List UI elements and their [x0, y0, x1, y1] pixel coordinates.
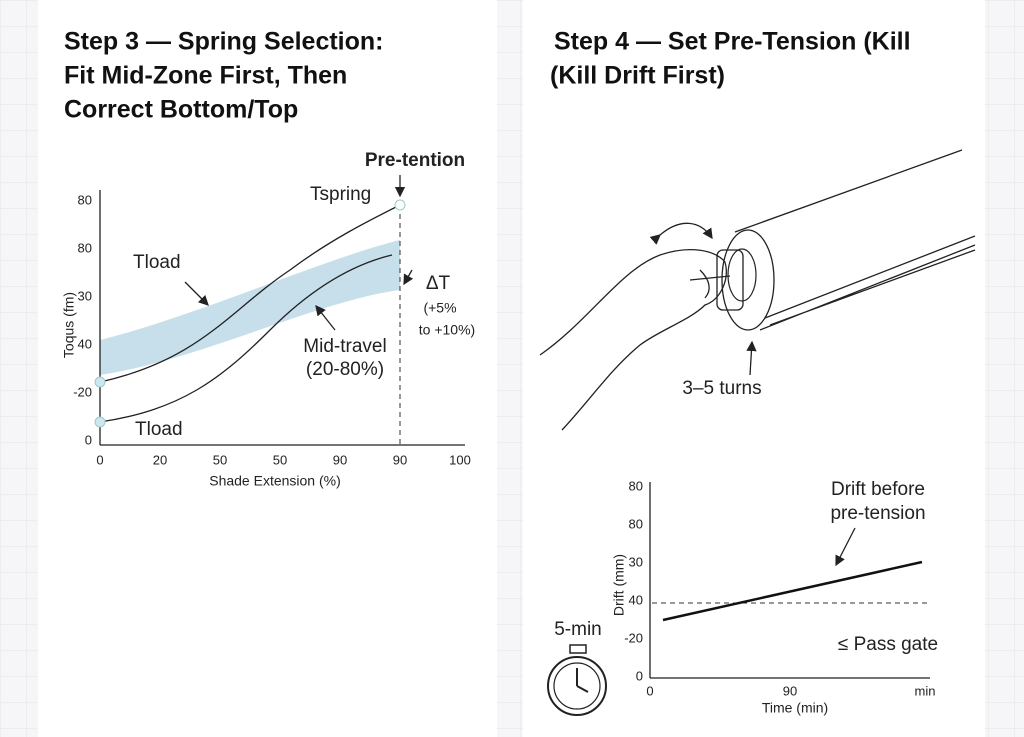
arrow	[184, 281, 209, 306]
annotation: ≤ Pass gate	[838, 634, 938, 655]
stopwatch-icon	[547, 644, 607, 716]
x-tick-label: 100	[449, 452, 471, 467]
y-tick-label: -20	[73, 384, 92, 399]
title-line: Step 3 — Spring Selection:	[64, 28, 384, 56]
y-tick-label: 30	[78, 288, 92, 303]
annotation: pre-tension	[830, 503, 925, 524]
annotation: Mid-travel	[303, 336, 386, 357]
load-band	[100, 240, 400, 375]
x-axis-label: Shade Extension (%)	[209, 473, 341, 489]
y-tick-label: 80	[78, 240, 92, 255]
annotation: (20-80%)	[306, 359, 384, 380]
y-tick-label: 0	[636, 668, 643, 683]
point	[394, 199, 406, 211]
right-panel	[523, 0, 985, 737]
x-tick-label: 90	[393, 452, 407, 467]
title-line: Step 4 — Set Pre-Tension (Kill	[554, 28, 911, 56]
point	[94, 416, 106, 428]
y-tick-label: -20	[624, 630, 643, 645]
annotation: Tspring	[310, 184, 371, 205]
arrow	[835, 527, 856, 567]
y-tick-label: 80	[78, 192, 92, 207]
x-axis-label: Time (min)	[762, 700, 828, 716]
x-tick-label: 50	[213, 452, 227, 467]
y-tick-label: 40	[629, 592, 643, 607]
x-tick-label: 50	[273, 452, 287, 467]
annotation: ΔT	[426, 273, 451, 294]
annotation: to +10%)	[419, 322, 475, 338]
title-line: Fit Mid-Zone First, Then	[64, 62, 347, 90]
annotation: Tload	[135, 419, 183, 440]
annotation: Drift before	[831, 479, 925, 500]
title-line: (Kill Drift First)	[550, 62, 725, 90]
y-tick-label: 40	[78, 336, 92, 351]
tload-curve	[99, 254, 393, 423]
arrow	[403, 269, 414, 286]
y-tick-label: 80	[629, 516, 643, 531]
x-tick-label: 0	[646, 683, 653, 698]
x-tick-label: 0	[96, 452, 103, 467]
drift-line	[662, 560, 923, 622]
point	[94, 376, 106, 388]
y-axis-label: Toqus (fm)	[61, 292, 77, 358]
annotation: Pre-tention	[365, 150, 465, 171]
y-axis-label: Drift (mm)	[611, 554, 627, 616]
x-tick-label: 90	[783, 683, 797, 698]
annotation: 3–5 turns	[682, 378, 761, 399]
annotation: Tload	[133, 252, 181, 273]
y-tick-label: 80	[629, 478, 643, 493]
title-line: Correct Bottom/Top	[64, 96, 298, 124]
tspring-curve	[99, 204, 401, 383]
x-tick-label: 90	[333, 452, 347, 467]
y-tick-label: 0	[85, 432, 92, 447]
x-tick-label: min	[915, 683, 936, 698]
annotation: (+5%	[423, 300, 456, 316]
x-tick-label: 20	[153, 452, 167, 467]
y-tick-label: 30	[629, 554, 643, 569]
tube-illustration	[539, 149, 976, 431]
arrow	[315, 304, 336, 331]
timer-label: 5-min	[554, 619, 602, 640]
